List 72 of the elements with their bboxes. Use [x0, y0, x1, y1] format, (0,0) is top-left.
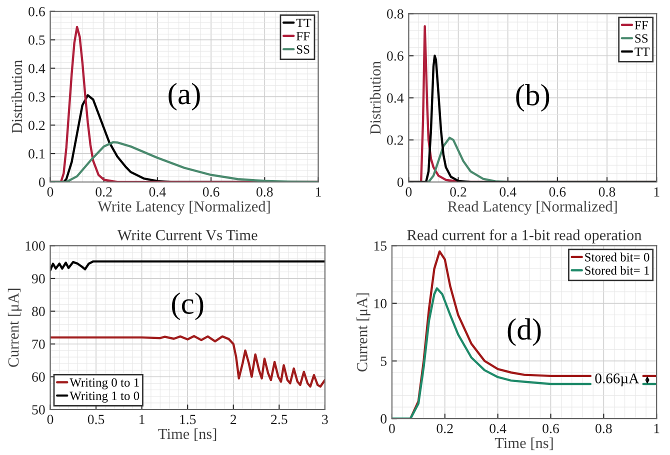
- x-tick-label: 1: [316, 187, 321, 196]
- x-tick-label: 0.4: [500, 187, 516, 197]
- x-tick-label: 0.5: [88, 414, 104, 424]
- legend-label: TT: [634, 48, 650, 56]
- annotation: (d): [508, 318, 541, 346]
- x-tick-label: 0.8: [598, 187, 616, 197]
- y-tick-label: 0.4: [387, 93, 404, 103]
- y-tick-label: 50: [32, 405, 45, 414]
- y-tick-label: 0.2: [387, 135, 404, 145]
- y-tick-label: 100: [26, 241, 45, 251]
- y-tick-label: 0.6: [28, 6, 45, 16]
- x-tick-label: 2: [230, 414, 236, 424]
- y-tick-label: 70: [32, 340, 45, 349]
- y-tick-label: 60: [32, 372, 45, 382]
- chart-title: Read current for a 1-bit read operation: [407, 229, 642, 244]
- x-axis-title: Time [ns]: [494, 437, 553, 450]
- y-tick-label: 0: [38, 178, 45, 187]
- x-tick-label: 0.6: [549, 187, 566, 197]
- legend-label: TT: [296, 18, 312, 27]
- x-tick-label: 0.6: [202, 187, 220, 197]
- x-tick-label: 0.8: [596, 424, 612, 434]
- y-tick-label: 0.8: [387, 9, 404, 19]
- legend-label: Stored bit= 1: [585, 266, 649, 275]
- y-tick-label: 5: [380, 356, 387, 366]
- y-axis-title: Distribution: [370, 61, 381, 134]
- x-tick-label: 0.2: [450, 187, 466, 197]
- legend-label: FF: [634, 21, 648, 30]
- y-tick-label: 80: [32, 306, 45, 316]
- legend-label: Writing 1 to 0: [70, 392, 140, 403]
- y-axis-title: Distribution: [11, 60, 22, 134]
- y-tick-label: 0: [397, 178, 404, 187]
- legend-label: SS: [635, 34, 648, 43]
- annotation: (a): [168, 82, 200, 111]
- line-series: [50, 335, 325, 388]
- y-tick-label: 0.6: [387, 51, 404, 61]
- x-tick-label: 0: [47, 414, 54, 424]
- x-tick-label: 0.4: [490, 424, 506, 434]
- x-axis-title: Write Latency [Normalized]: [98, 200, 270, 215]
- y-tick-label: 0.1: [28, 149, 45, 159]
- x-tick-label: 0: [406, 187, 412, 197]
- y-tick-label: 90: [32, 274, 45, 284]
- y-tick-label: 0.2: [28, 120, 45, 130]
- y-axis-title: Current [μA]: [8, 288, 22, 367]
- y-tick-label: 15: [374, 241, 387, 251]
- x-tick-label: 0.8: [256, 187, 273, 197]
- x-tick-label: 2.5: [271, 414, 288, 424]
- x-tick-label: 3: [322, 414, 328, 424]
- legend-label: Stored bit= 0: [585, 252, 650, 262]
- x-axis-title: Read Latency [Normalized]: [448, 200, 617, 215]
- annotation: 0.66µA: [595, 374, 640, 386]
- y-axis-title: Current [μA]: [356, 293, 370, 372]
- x-tick-label: 1: [654, 424, 660, 434]
- annotation: (c): [172, 292, 204, 320]
- y-tick-label: 0.5: [28, 35, 45, 45]
- legend-label: SS: [296, 45, 310, 54]
- x-axis-title: Time [ns]: [158, 428, 216, 441]
- x-tick-label: 0.6: [542, 424, 560, 434]
- legend-label: Writing 0 to 1: [70, 378, 139, 390]
- x-tick-label: 1: [140, 414, 144, 424]
- y-tick-label: 10: [374, 298, 387, 308]
- y-tick-label: 0.4: [28, 64, 46, 74]
- chart-title: Write Current Vs Time: [117, 230, 258, 240]
- x-tick-label: 1: [654, 187, 660, 196]
- x-tick-label: 0: [47, 187, 54, 197]
- annotation: (b): [516, 84, 550, 112]
- legend-label: FF: [296, 32, 310, 40]
- line-series: [50, 260, 325, 272]
- x-tick-label: 1.5: [180, 414, 196, 424]
- x-tick-label: 0.2: [436, 424, 453, 434]
- x-tick-label: 0.2: [96, 187, 112, 197]
- x-tick-label: 0.4: [149, 187, 166, 197]
- y-tick-label: 0.3: [28, 92, 45, 102]
